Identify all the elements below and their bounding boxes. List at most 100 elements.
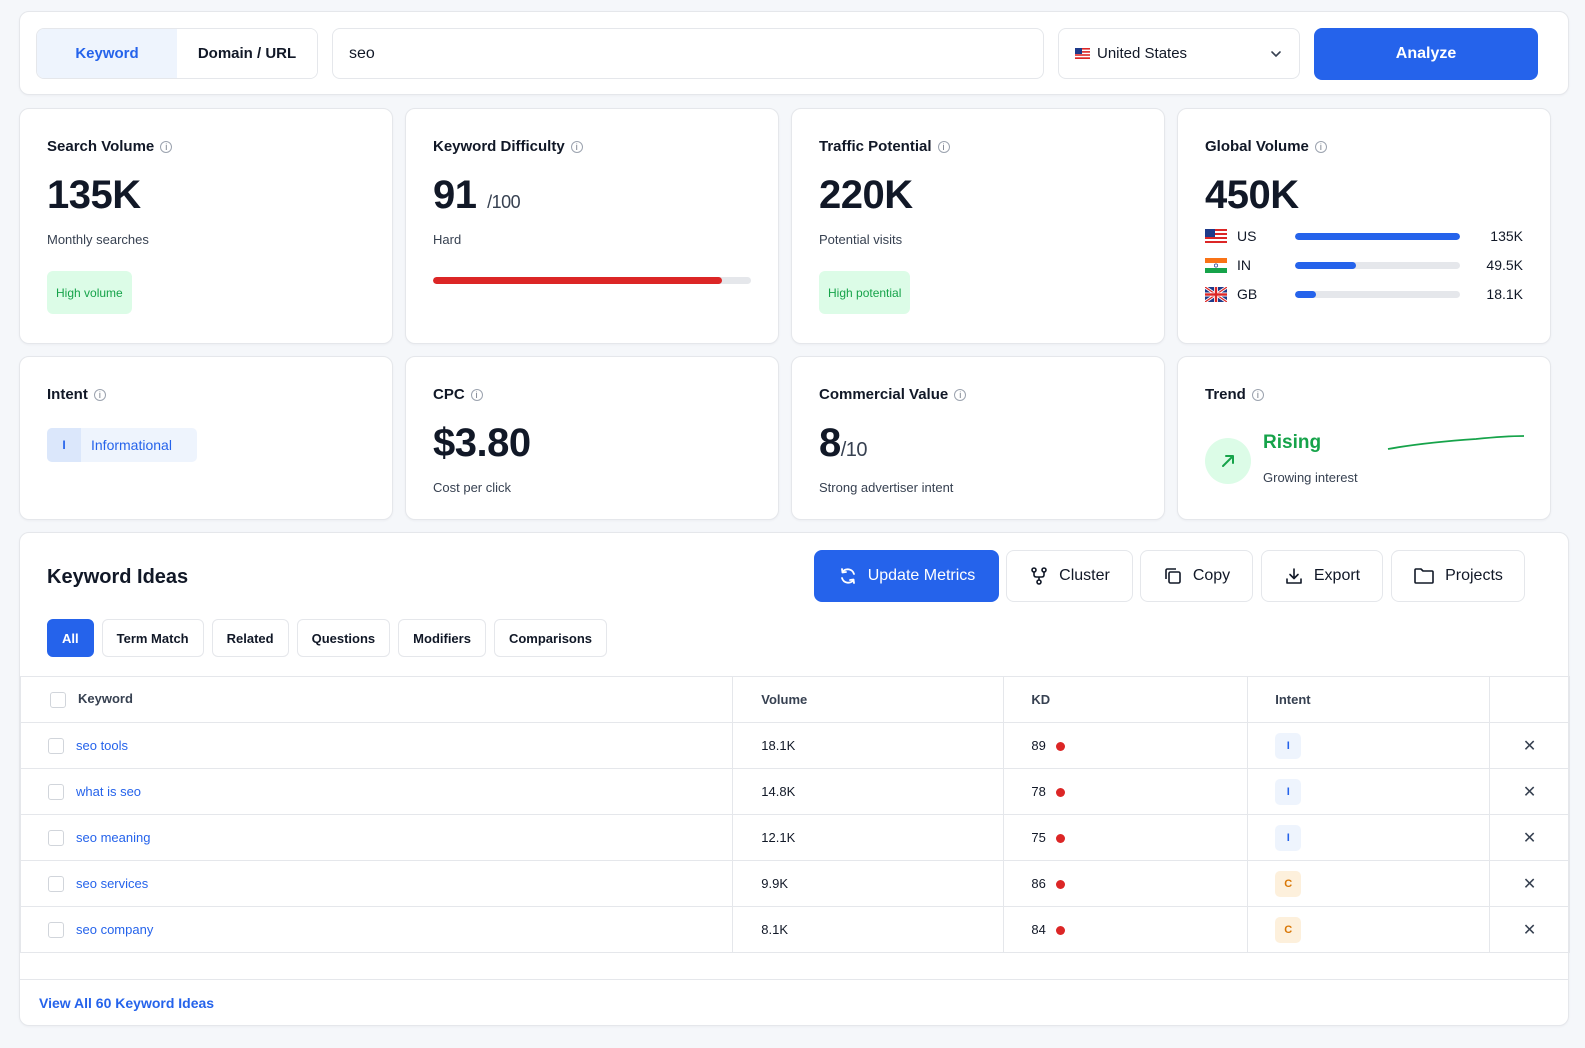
remove-row-button[interactable]: ✕	[1489, 906, 1570, 953]
search-input[interactable]	[349, 44, 1027, 63]
intent-badge: C	[1275, 916, 1302, 943]
commercial-value-max: /10	[840, 439, 868, 461]
intent-badge: I	[1275, 778, 1302, 805]
kd-dot-icon	[1055, 742, 1065, 752]
copy-button[interactable]: Copy	[1140, 550, 1253, 602]
keyword-link[interactable]: seo tools	[76, 738, 129, 754]
info-icon[interactable]: i	[954, 388, 967, 401]
country-code: GB	[1237, 286, 1258, 302]
close-icon: ✕	[1522, 829, 1537, 847]
cluster-label: Cluster	[1059, 567, 1110, 584]
country-row-us: US 135K	[1205, 227, 1523, 245]
commercial-value-card: Commercial Value i 8/10 Strong advertiser…	[791, 356, 1165, 520]
col-kd[interactable]: KD	[1003, 676, 1249, 723]
filter-comparisons[interactable]: Comparisons	[493, 619, 608, 657]
remove-row-button[interactable]: ✕	[1489, 860, 1570, 907]
row-checkbox[interactable]	[48, 875, 64, 892]
country-volume: 49.5K	[1486, 257, 1523, 273]
row-checkbox[interactable]	[48, 737, 64, 754]
kd-dot-icon	[1055, 788, 1065, 798]
intent-card: Intent i I Informational	[19, 356, 393, 520]
uk-flag-icon	[1205, 286, 1227, 302]
remove-row-button[interactable]: ✕	[1489, 722, 1570, 769]
row-checkbox[interactable]	[48, 829, 64, 846]
close-icon: ✕	[1522, 783, 1537, 801]
country-share-bar	[1295, 232, 1460, 240]
country-select[interactable]: United States	[1058, 28, 1300, 79]
search-volume-label: Search Volume	[47, 138, 155, 155]
info-icon[interactable]: i	[1251, 388, 1264, 401]
projects-button[interactable]: Projects	[1391, 550, 1525, 602]
keyword-difficulty-card: Keyword Difficulty i 91 /100 Hard	[405, 108, 779, 344]
filter-term-match[interactable]: Term Match	[101, 619, 204, 657]
export-button[interactable]: Export	[1261, 550, 1383, 602]
keyword-link[interactable]: seo company	[76, 922, 154, 938]
intent-label: Intent	[47, 386, 88, 403]
keyword-link[interactable]: seo meaning	[76, 830, 151, 846]
update-metrics-button[interactable]: Update Metrics	[814, 550, 999, 602]
filter-modifiers[interactable]: Modifiers	[398, 619, 486, 657]
remove-row-button[interactable]: ✕	[1489, 814, 1570, 861]
row-checkbox[interactable]	[48, 783, 64, 800]
tab-keyword[interactable]: Keyword	[37, 29, 177, 78]
global-volume-label: Global Volume	[1205, 138, 1309, 155]
keyword-link[interactable]: seo services	[76, 876, 149, 892]
trend-status: Rising	[1263, 432, 1322, 453]
info-icon[interactable]: i	[570, 140, 583, 153]
country-label: United States	[1097, 45, 1188, 62]
remove-row-button[interactable]: ✕	[1489, 768, 1570, 815]
select-all-checkbox[interactable]	[50, 691, 66, 708]
info-icon[interactable]: i	[470, 388, 483, 401]
folder-icon	[1414, 568, 1434, 584]
tab-domain-url[interactable]: Domain / URL	[177, 29, 317, 78]
row-kd: 89	[1031, 738, 1046, 753]
intent-text: Informational	[91, 437, 172, 453]
cluster-button[interactable]: Cluster	[1006, 550, 1133, 602]
table-row: seo services 9.9K 86 C ✕	[19, 860, 1570, 907]
keyword-link[interactable]: what is seo	[76, 784, 142, 800]
col-volume[interactable]: Volume	[732, 676, 1005, 723]
row-checkbox[interactable]	[48, 921, 64, 938]
kd-dot-icon	[1055, 926, 1065, 936]
divider	[20, 979, 1568, 980]
info-icon[interactable]: i	[93, 388, 106, 401]
keyword-table: Keyword Volume KD Intent seo tools 18.1K…	[19, 676, 1570, 953]
info-icon[interactable]: i	[160, 140, 173, 153]
close-icon: ✕	[1522, 921, 1537, 939]
country-code: IN	[1237, 257, 1251, 273]
table-row: seo company 8.1K 84 C ✕	[19, 906, 1570, 953]
traffic-potential-sub: Potential visits	[819, 232, 903, 247]
row-volume: 12.1K	[732, 814, 1005, 861]
kd-dot-icon	[1055, 880, 1065, 890]
high-potential-badge: High potential	[819, 271, 911, 314]
col-intent[interactable]: Intent	[1247, 676, 1491, 723]
search-field[interactable]	[332, 28, 1044, 79]
download-icon	[1286, 568, 1302, 584]
view-all-link[interactable]: View All 60 Keyword Ideas	[39, 995, 215, 1011]
kd-progress-bar	[433, 277, 751, 284]
cpc-sub: Cost per click	[433, 480, 512, 495]
country-volume: 135K	[1490, 228, 1523, 244]
search-volume-sub: Monthly searches	[47, 232, 149, 247]
filter-related[interactable]: Related	[211, 619, 289, 657]
intent-badge: C	[1275, 870, 1302, 897]
filter-questions[interactable]: Questions	[296, 619, 391, 657]
table-row: seo meaning 12.1K 75 I ✕	[19, 814, 1570, 861]
filter-all[interactable]: All	[47, 619, 94, 657]
trend-sub: Growing interest	[1263, 470, 1358, 485]
info-icon[interactable]: i	[1314, 140, 1327, 153]
cpc-label: CPC	[433, 386, 465, 403]
row-kd: 75	[1031, 830, 1046, 845]
analyze-button[interactable]: Analyze	[1314, 28, 1538, 80]
info-icon[interactable]: i	[937, 140, 950, 153]
country-row-in: IN 49.5K	[1205, 256, 1523, 274]
close-icon: ✕	[1522, 737, 1537, 755]
india-flag-icon	[1205, 257, 1227, 273]
intent-badge: I	[1275, 732, 1302, 759]
cpc-card: CPC i $3.80 Cost per click	[405, 356, 779, 520]
table-header: Keyword Volume KD Intent	[19, 676, 1570, 723]
copy-label: Copy	[1192, 567, 1231, 584]
commercial-value-sub: Strong advertiser intent	[819, 480, 954, 495]
row-kd: 78	[1031, 784, 1046, 799]
intent-letter: I	[47, 428, 81, 462]
